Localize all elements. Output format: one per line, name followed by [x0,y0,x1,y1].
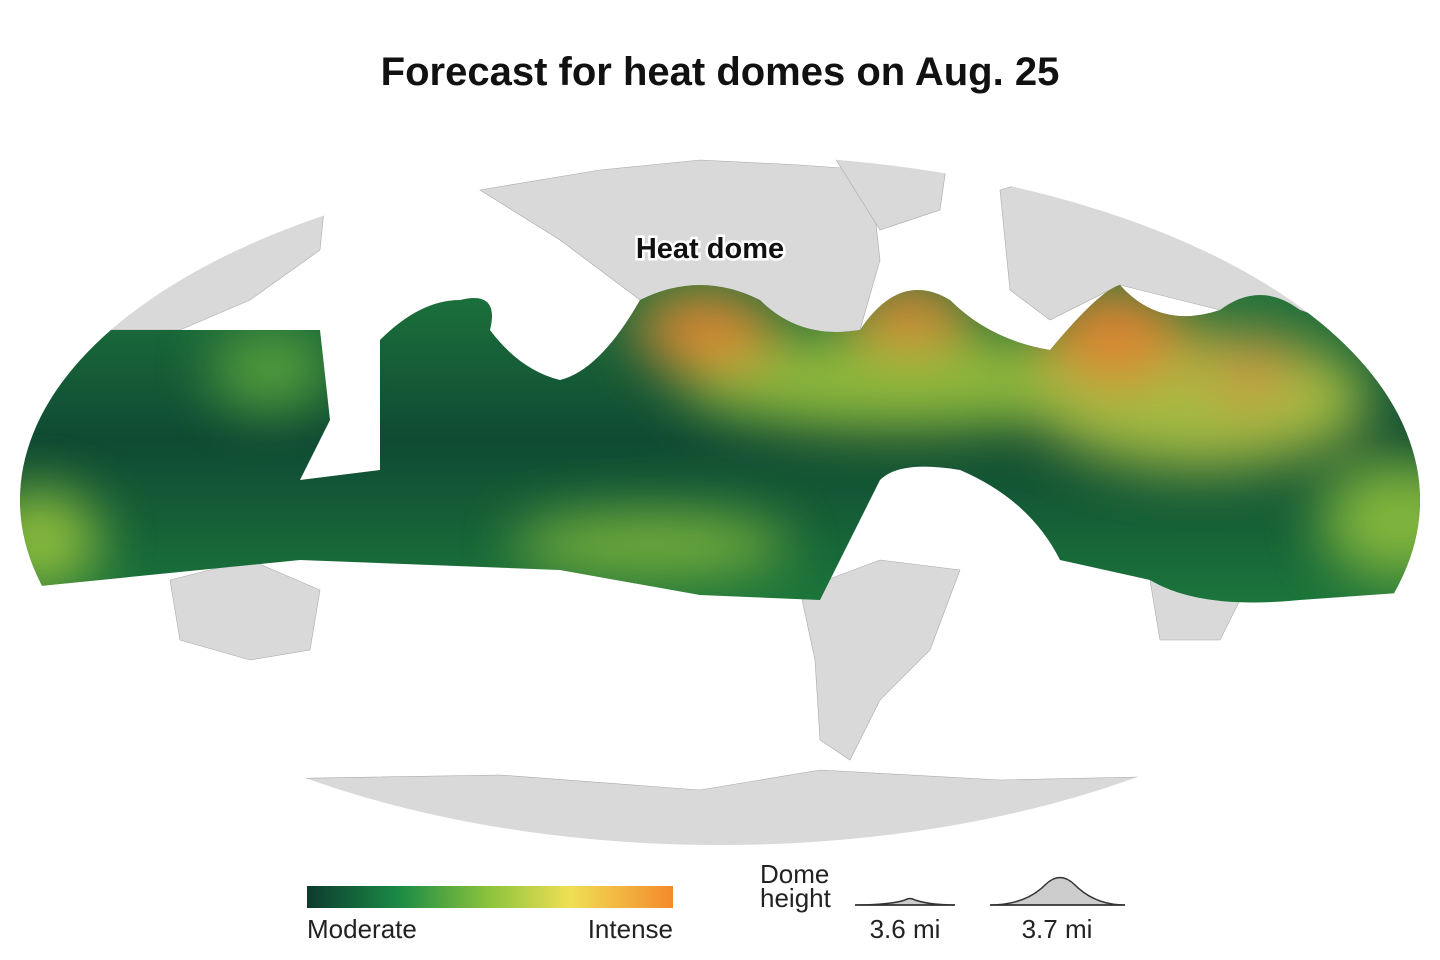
scale-low-label: Moderate [307,914,417,944]
heat-band [20,285,1420,603]
world-map: Heat dome [20,155,1420,845]
color-scale [307,886,673,908]
dome-height-large: 3.7 mi [1021,914,1093,944]
dome-height-small: 3.6 mi [869,914,941,944]
dome-height-title: Dome height [760,859,831,913]
dome-icons [854,876,1126,906]
title: Forecast for heat domes on Aug. 25 [380,50,1060,94]
scale-high-label: Intense [587,914,673,944]
annotation: Heat dome [636,233,784,265]
